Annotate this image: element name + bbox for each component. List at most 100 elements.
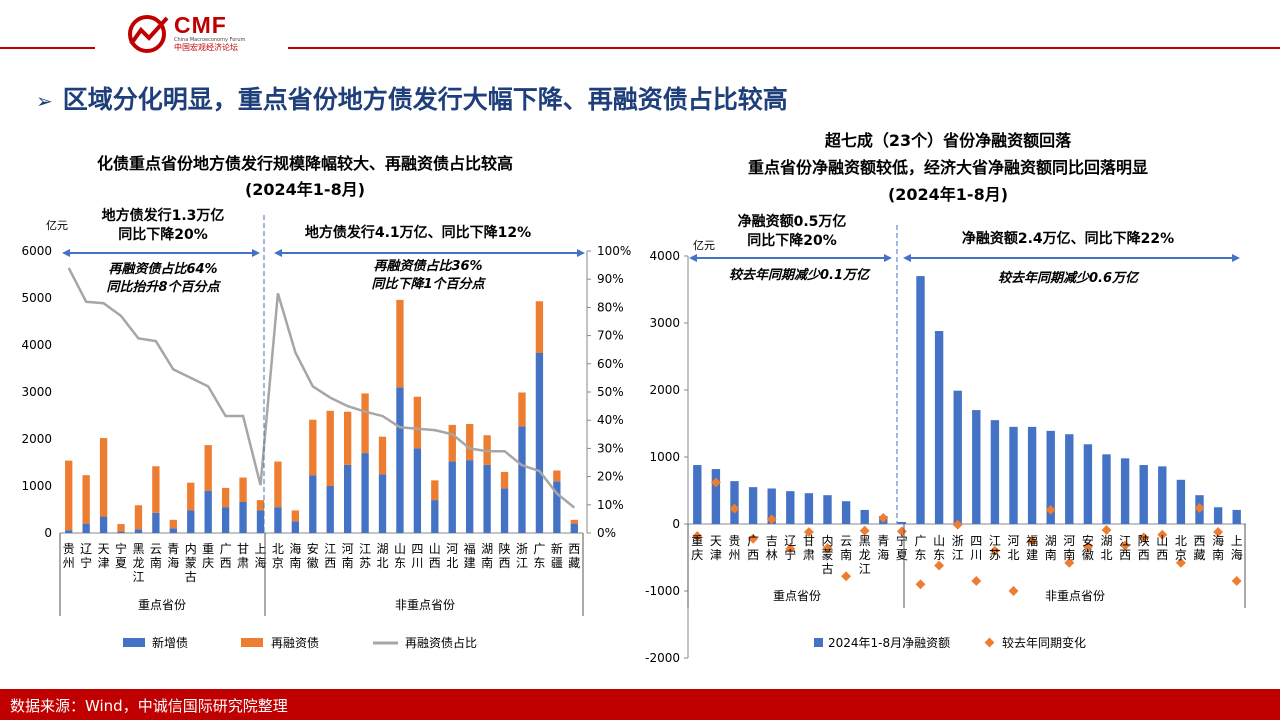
- bar-new-陕西: [500, 488, 509, 533]
- bar-new-上海: [256, 510, 265, 533]
- left-y2-tick-label: 70%: [597, 329, 624, 343]
- right-y-tick-label: 4000: [649, 249, 680, 263]
- left-chart-title-1: 化债重点省份地方债发行规模降幅较大、再融资债占比较高: [97, 154, 513, 173]
- bar-net-广西: [748, 487, 758, 524]
- left-x-label: 重庆: [202, 542, 214, 570]
- left-ann-key-2: 同比下降20%: [118, 226, 208, 243]
- point-change-吉林: [766, 514, 777, 525]
- right-y-tick-label: 0: [672, 517, 680, 531]
- right-group-key: 重点省份: [773, 589, 821, 603]
- right-chart-title-1: 超七成（23个）省份净融资额回落: [824, 131, 1072, 150]
- right-x-label: 四川: [970, 534, 982, 562]
- left-x-labels: 贵州辽宁天津宁夏黑龙江云南青海内蒙古重庆广西甘肃上海北京海南安徽江西河南江苏湖北…: [63, 541, 581, 584]
- left-x-label: 北京: [272, 542, 284, 570]
- point-change-河北: [1008, 586, 1019, 596]
- right-x-label: 广西: [747, 534, 759, 562]
- point-change-广西: [748, 533, 759, 544]
- bar-refi-重庆: [204, 445, 212, 491]
- bar-refi-新疆: [553, 470, 561, 482]
- bar-net-湖南: [1046, 430, 1055, 524]
- right-x-label: 湖南: [1045, 533, 1057, 562]
- bar-refi-陕西: [500, 471, 509, 489]
- bar-new-河南: [343, 464, 352, 533]
- left-x-label: 浙江: [516, 542, 528, 570]
- share-line: [67, 267, 576, 509]
- cmf-logo-icon: [128, 15, 169, 53]
- bar-net-辽宁: [786, 491, 795, 524]
- left-x-label: 湖南: [481, 541, 493, 570]
- bar-new-四川: [413, 448, 422, 533]
- bar-refi-福建: [466, 423, 474, 461]
- bar-refi-山西: [431, 480, 439, 501]
- right-x-label: 吉林: [766, 534, 778, 562]
- point-change-海南: [1213, 527, 1224, 537]
- bar-new-北京: [274, 507, 282, 533]
- bar-net-四川: [972, 410, 981, 524]
- bar-refi-上海: [256, 500, 265, 511]
- right-bars: [693, 276, 1241, 524]
- bar-refi-黑龙江: [134, 505, 143, 530]
- left-x-label: 山西: [429, 542, 441, 570]
- bar-net-山东: [934, 331, 944, 524]
- bar-refi-天津: [99, 438, 108, 517]
- point-change-西藏: [1194, 502, 1205, 513]
- bar-net-云南: [841, 501, 851, 524]
- bar-refi-四川: [413, 396, 422, 449]
- left-x-label: 黑龙江: [132, 542, 144, 584]
- bar-refi-安徽: [309, 419, 317, 476]
- bar-net-山西: [1158, 466, 1167, 524]
- slide-title: ➢ 区域分化明显，重点省份地方债发行大幅下降、再融资债占比较高: [36, 80, 788, 116]
- bar-new-贵州: [65, 530, 73, 533]
- bar-refi-北京: [274, 461, 282, 508]
- bar-new-青海: [169, 528, 177, 533]
- left-ann-share-key-2: 同比抬升8个百分点: [106, 279, 221, 295]
- left-ann-share-non-key-1: 再融资债占比36%: [373, 258, 482, 274]
- left-y2-tick-label: 30%: [597, 441, 624, 455]
- bar-refi-河南: [343, 411, 352, 465]
- point-change-青海: [878, 513, 889, 523]
- legend-change-swatch: [984, 637, 995, 648]
- right-x-label: 江苏: [989, 534, 1001, 562]
- bar-refi-辽宁: [82, 475, 90, 524]
- left-y2-tick-label: 80%: [597, 300, 624, 314]
- bar-net-海南: [1213, 507, 1223, 524]
- point-change-云南: [841, 571, 852, 582]
- right-x-label: 河北: [1007, 534, 1019, 562]
- right-x-label: 山西: [1156, 534, 1168, 562]
- bar-new-新疆: [553, 481, 561, 533]
- bar-refi-内蒙古: [187, 482, 195, 511]
- bar-net-天津: [711, 469, 721, 524]
- bar-refi-河北: [448, 424, 456, 462]
- right-x-label: 青海: [877, 534, 889, 562]
- left-x-label: 青海: [167, 542, 179, 570]
- logo-text: CMF: [174, 12, 227, 38]
- left-y-tick-label: 1000: [21, 479, 52, 493]
- legend-new-swatch: [123, 638, 145, 647]
- bar-refi-海南: [291, 510, 300, 522]
- bar-new-广西: [221, 507, 230, 533]
- bar-new-安徽: [309, 475, 317, 533]
- right-x-label: 云南: [840, 534, 852, 562]
- bar-net-河北: [1009, 426, 1018, 524]
- bar-new-山东: [396, 387, 404, 533]
- point-change-湖北: [1101, 525, 1112, 535]
- left-x-label: 广东: [533, 542, 545, 570]
- right-y-tick-label: -2000: [645, 651, 680, 665]
- left-y2-tick-label: 0%: [597, 526, 616, 540]
- left-y-tick-label: 0: [44, 526, 52, 540]
- left-x-label: 广西: [220, 542, 232, 570]
- bar-net-黑龙江: [860, 509, 869, 524]
- bullet-arrow-icon: ➢: [36, 89, 53, 113]
- bar-net-河南: [1065, 434, 1074, 524]
- left-y2-tick-label: 10%: [597, 498, 624, 512]
- left-bars: [65, 299, 578, 533]
- right-x-label: 内蒙古: [821, 534, 833, 576]
- left-x-label: 安徽: [307, 541, 319, 570]
- point-change-上海: [1231, 576, 1242, 586]
- bar-net-安徽: [1083, 444, 1093, 524]
- left-x-label: 云南: [150, 542, 162, 570]
- header-rule-left: [0, 47, 95, 49]
- point-change-内蒙古: [822, 543, 833, 554]
- left-x-label: 河南: [342, 542, 354, 570]
- right-y-tick-label: 1000: [649, 450, 680, 464]
